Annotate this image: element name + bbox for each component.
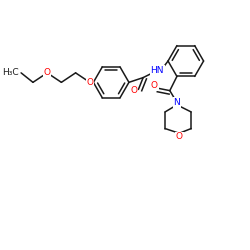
Text: N: N [174,98,180,107]
Text: O: O [86,78,93,87]
Text: H₃C: H₃C [2,68,19,77]
Text: O: O [151,82,158,90]
Text: O: O [44,68,51,77]
Text: HN: HN [150,66,164,75]
Text: O: O [176,132,183,141]
Text: O: O [130,86,137,95]
